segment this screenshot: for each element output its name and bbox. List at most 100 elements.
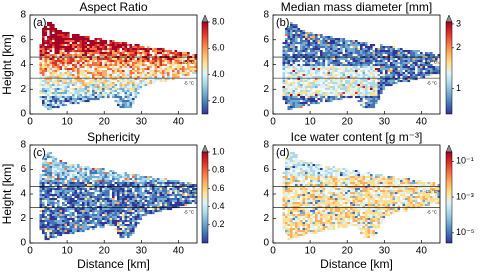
- field-pixel: [378, 60, 381, 62]
- field-pixel: [155, 204, 158, 206]
- field-pixel: [375, 70, 378, 72]
- field-pixel: [70, 198, 73, 200]
- field-pixel: [135, 194, 138, 196]
- field-pixel: [107, 176, 110, 178]
- field-pixel: [52, 92, 55, 94]
- field-pixel: [70, 216, 73, 218]
- field-pixel: [112, 50, 115, 52]
- field-pixel: [62, 102, 65, 104]
- field-pixel: [315, 94, 318, 96]
- field-pixel: [62, 164, 65, 166]
- field-pixel: [60, 194, 63, 196]
- field-pixel: [398, 62, 401, 64]
- field-pixel: [305, 164, 308, 166]
- field-pixel: [120, 188, 123, 190]
- field-pixel: [127, 236, 130, 238]
- field-pixel: [65, 162, 68, 164]
- field-pixel: [112, 214, 115, 216]
- field-pixel: [67, 170, 70, 172]
- field-pixel: [172, 72, 175, 74]
- field-pixel: [290, 102, 293, 104]
- field-pixel: [378, 86, 381, 88]
- field-pixel: [115, 68, 118, 70]
- field-pixel: [398, 70, 401, 72]
- field-pixel: [177, 66, 180, 68]
- field-pixel: [97, 182, 100, 184]
- field-pixel: [47, 194, 50, 196]
- field-pixel: [360, 48, 363, 50]
- field-pixel: [72, 228, 75, 230]
- field-pixel: [65, 34, 68, 36]
- field-pixel: [185, 202, 188, 204]
- field-pixel: [378, 74, 381, 76]
- field-pixel: [380, 58, 383, 60]
- field-pixel: [175, 180, 178, 182]
- field-pixel: [75, 90, 78, 92]
- field-pixel: [42, 80, 45, 82]
- field-pixel: [127, 184, 130, 186]
- field-pixel: [310, 74, 313, 76]
- field-pixel: [57, 186, 60, 188]
- field-pixel: [42, 34, 45, 36]
- field-pixel: [185, 198, 188, 200]
- field-pixel: [348, 48, 351, 50]
- field-pixel: [40, 74, 43, 76]
- field-pixel: [80, 98, 83, 100]
- field-pixel: [117, 198, 120, 200]
- field-pixel: [370, 58, 373, 60]
- field-pixel: [130, 232, 133, 234]
- field-pixel: [398, 52, 401, 54]
- field-pixel: [60, 32, 63, 34]
- field-pixel: [67, 44, 70, 46]
- field-pixel: [425, 70, 428, 72]
- field-pixel: [55, 210, 58, 212]
- field-pixel: [300, 106, 303, 108]
- field-pixel: [45, 166, 48, 168]
- field-pixel: [330, 66, 333, 68]
- field-pixel: [82, 60, 85, 62]
- field-pixel: [50, 100, 53, 102]
- field-pixel: [55, 80, 58, 82]
- field-pixel: [320, 42, 323, 44]
- field-pixel: [50, 214, 53, 216]
- field-pixel: [162, 80, 165, 82]
- field-pixel: [390, 48, 393, 50]
- field-pixel: [358, 42, 361, 44]
- field-pixel: [90, 220, 93, 222]
- field-pixel: [413, 68, 416, 70]
- field-pixel: [130, 106, 133, 108]
- field-pixel: [70, 96, 73, 98]
- field-pixel: [62, 182, 65, 184]
- field-pixel: [313, 80, 316, 82]
- field-pixel: [40, 188, 43, 190]
- field-pixel: [102, 210, 105, 212]
- field-pixel: [60, 172, 63, 174]
- field-pixel: [308, 94, 311, 96]
- field-pixel: [120, 90, 123, 92]
- field-pixel: [100, 202, 103, 204]
- field-pixel: [72, 44, 75, 46]
- field-pixel: [105, 54, 108, 56]
- field-pixel: [305, 100, 308, 102]
- field-pixel: [390, 84, 393, 86]
- field-pixel: [310, 96, 313, 98]
- field-pixel: [125, 190, 128, 192]
- field-pixel: [340, 72, 343, 74]
- field-pixel: [325, 100, 328, 102]
- field-pixel: [102, 192, 105, 194]
- field-pixel: [150, 196, 153, 198]
- field-pixel: [150, 200, 153, 202]
- field-pixel: [67, 94, 70, 96]
- field-pixel: [290, 36, 293, 38]
- field-pixel: [285, 166, 288, 168]
- field-pixel: [140, 210, 143, 212]
- field-pixel: [82, 66, 85, 68]
- field-pixel: [172, 58, 175, 60]
- field-pixel: [175, 188, 178, 190]
- field-pixel: [313, 44, 316, 46]
- field-pixel: [110, 90, 113, 92]
- field-pixel: [385, 76, 388, 78]
- field-pixel: [393, 48, 396, 50]
- field-pixel: [295, 90, 298, 92]
- field-pixel: [325, 84, 328, 86]
